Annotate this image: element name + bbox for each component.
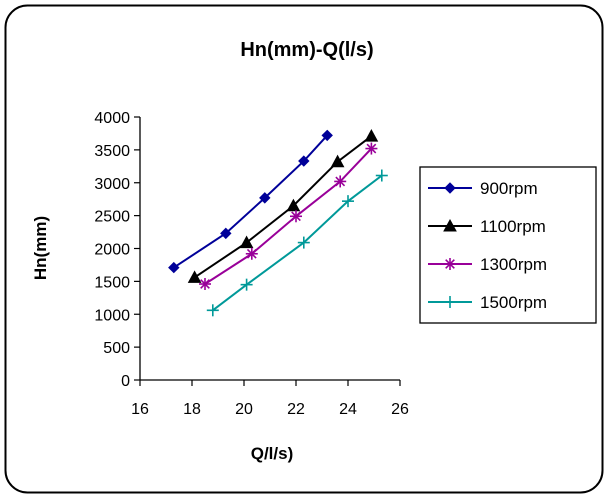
- data-point: [168, 261, 180, 274]
- data-point: [259, 192, 271, 204]
- y-axis-label: Hn(mm): [31, 216, 50, 280]
- chart-border: [4, 4, 604, 494]
- y-tick-label: 4000: [94, 110, 130, 127]
- series-1300rpm: [199, 142, 378, 291]
- data-point: [375, 169, 388, 182]
- data-point: [187, 270, 202, 283]
- legend-marker: [444, 182, 456, 194]
- x-tick-label: 20: [235, 401, 253, 418]
- plot-area: 0 500 1000 1500 2000 2500 3000 3500 4000 16 18 20 22…: [94, 110, 409, 418]
- legend-label: 1100rpm: [480, 217, 546, 236]
- data-point: [364, 129, 379, 142]
- y-tick-label: 3500: [94, 143, 130, 160]
- legend-marker: [443, 218, 457, 232]
- legend-label: 900rpm: [480, 179, 538, 198]
- data-point: [240, 278, 253, 291]
- data-point: [297, 236, 310, 249]
- data-point: [239, 235, 254, 249]
- data-point: [342, 195, 354, 208]
- legend: 900rpm 1100rpm 1300rpm 1500rpm: [419, 166, 597, 324]
- legend-label: 1500rpm: [480, 293, 547, 312]
- y-tick-label: 3000: [94, 176, 130, 193]
- chart-title: Hn(mm)-Q(l/s): [240, 39, 373, 61]
- data-point: [286, 198, 301, 212]
- y-tick-label: 1500: [94, 274, 130, 291]
- y-tick-label: 2000: [94, 242, 130, 259]
- x-axis-label: Q/l/s): [251, 444, 294, 463]
- x-tick-label: 22: [287, 401, 305, 418]
- y-tick-label: 2500: [94, 209, 130, 226]
- x-tick-label: 18: [183, 401, 201, 418]
- legend-marker: [444, 296, 456, 308]
- y-tick-label: 1000: [94, 307, 130, 324]
- data-point: [199, 278, 211, 291]
- y-tick-label: 0: [121, 373, 130, 390]
- data-point: [298, 155, 310, 167]
- data-point: [206, 304, 219, 317]
- data-point: [334, 175, 347, 188]
- x-tick-label: 16: [131, 401, 149, 418]
- x-tick-label: 26: [391, 401, 409, 418]
- data-point: [220, 227, 232, 240]
- y-tick-label: 500: [103, 340, 130, 357]
- data-point: [330, 154, 345, 168]
- legend-label: 1300rpm: [480, 255, 547, 274]
- data-point: [321, 129, 333, 142]
- data-point: [245, 247, 258, 260]
- series-1100rpm: [187, 129, 379, 283]
- x-tick-label: 24: [339, 401, 357, 418]
- series-900rpm: [168, 129, 333, 274]
- legend-marker: [444, 258, 456, 270]
- series-1500rpm: [206, 169, 388, 317]
- data-point: [365, 142, 378, 155]
- data-point: [290, 210, 302, 223]
